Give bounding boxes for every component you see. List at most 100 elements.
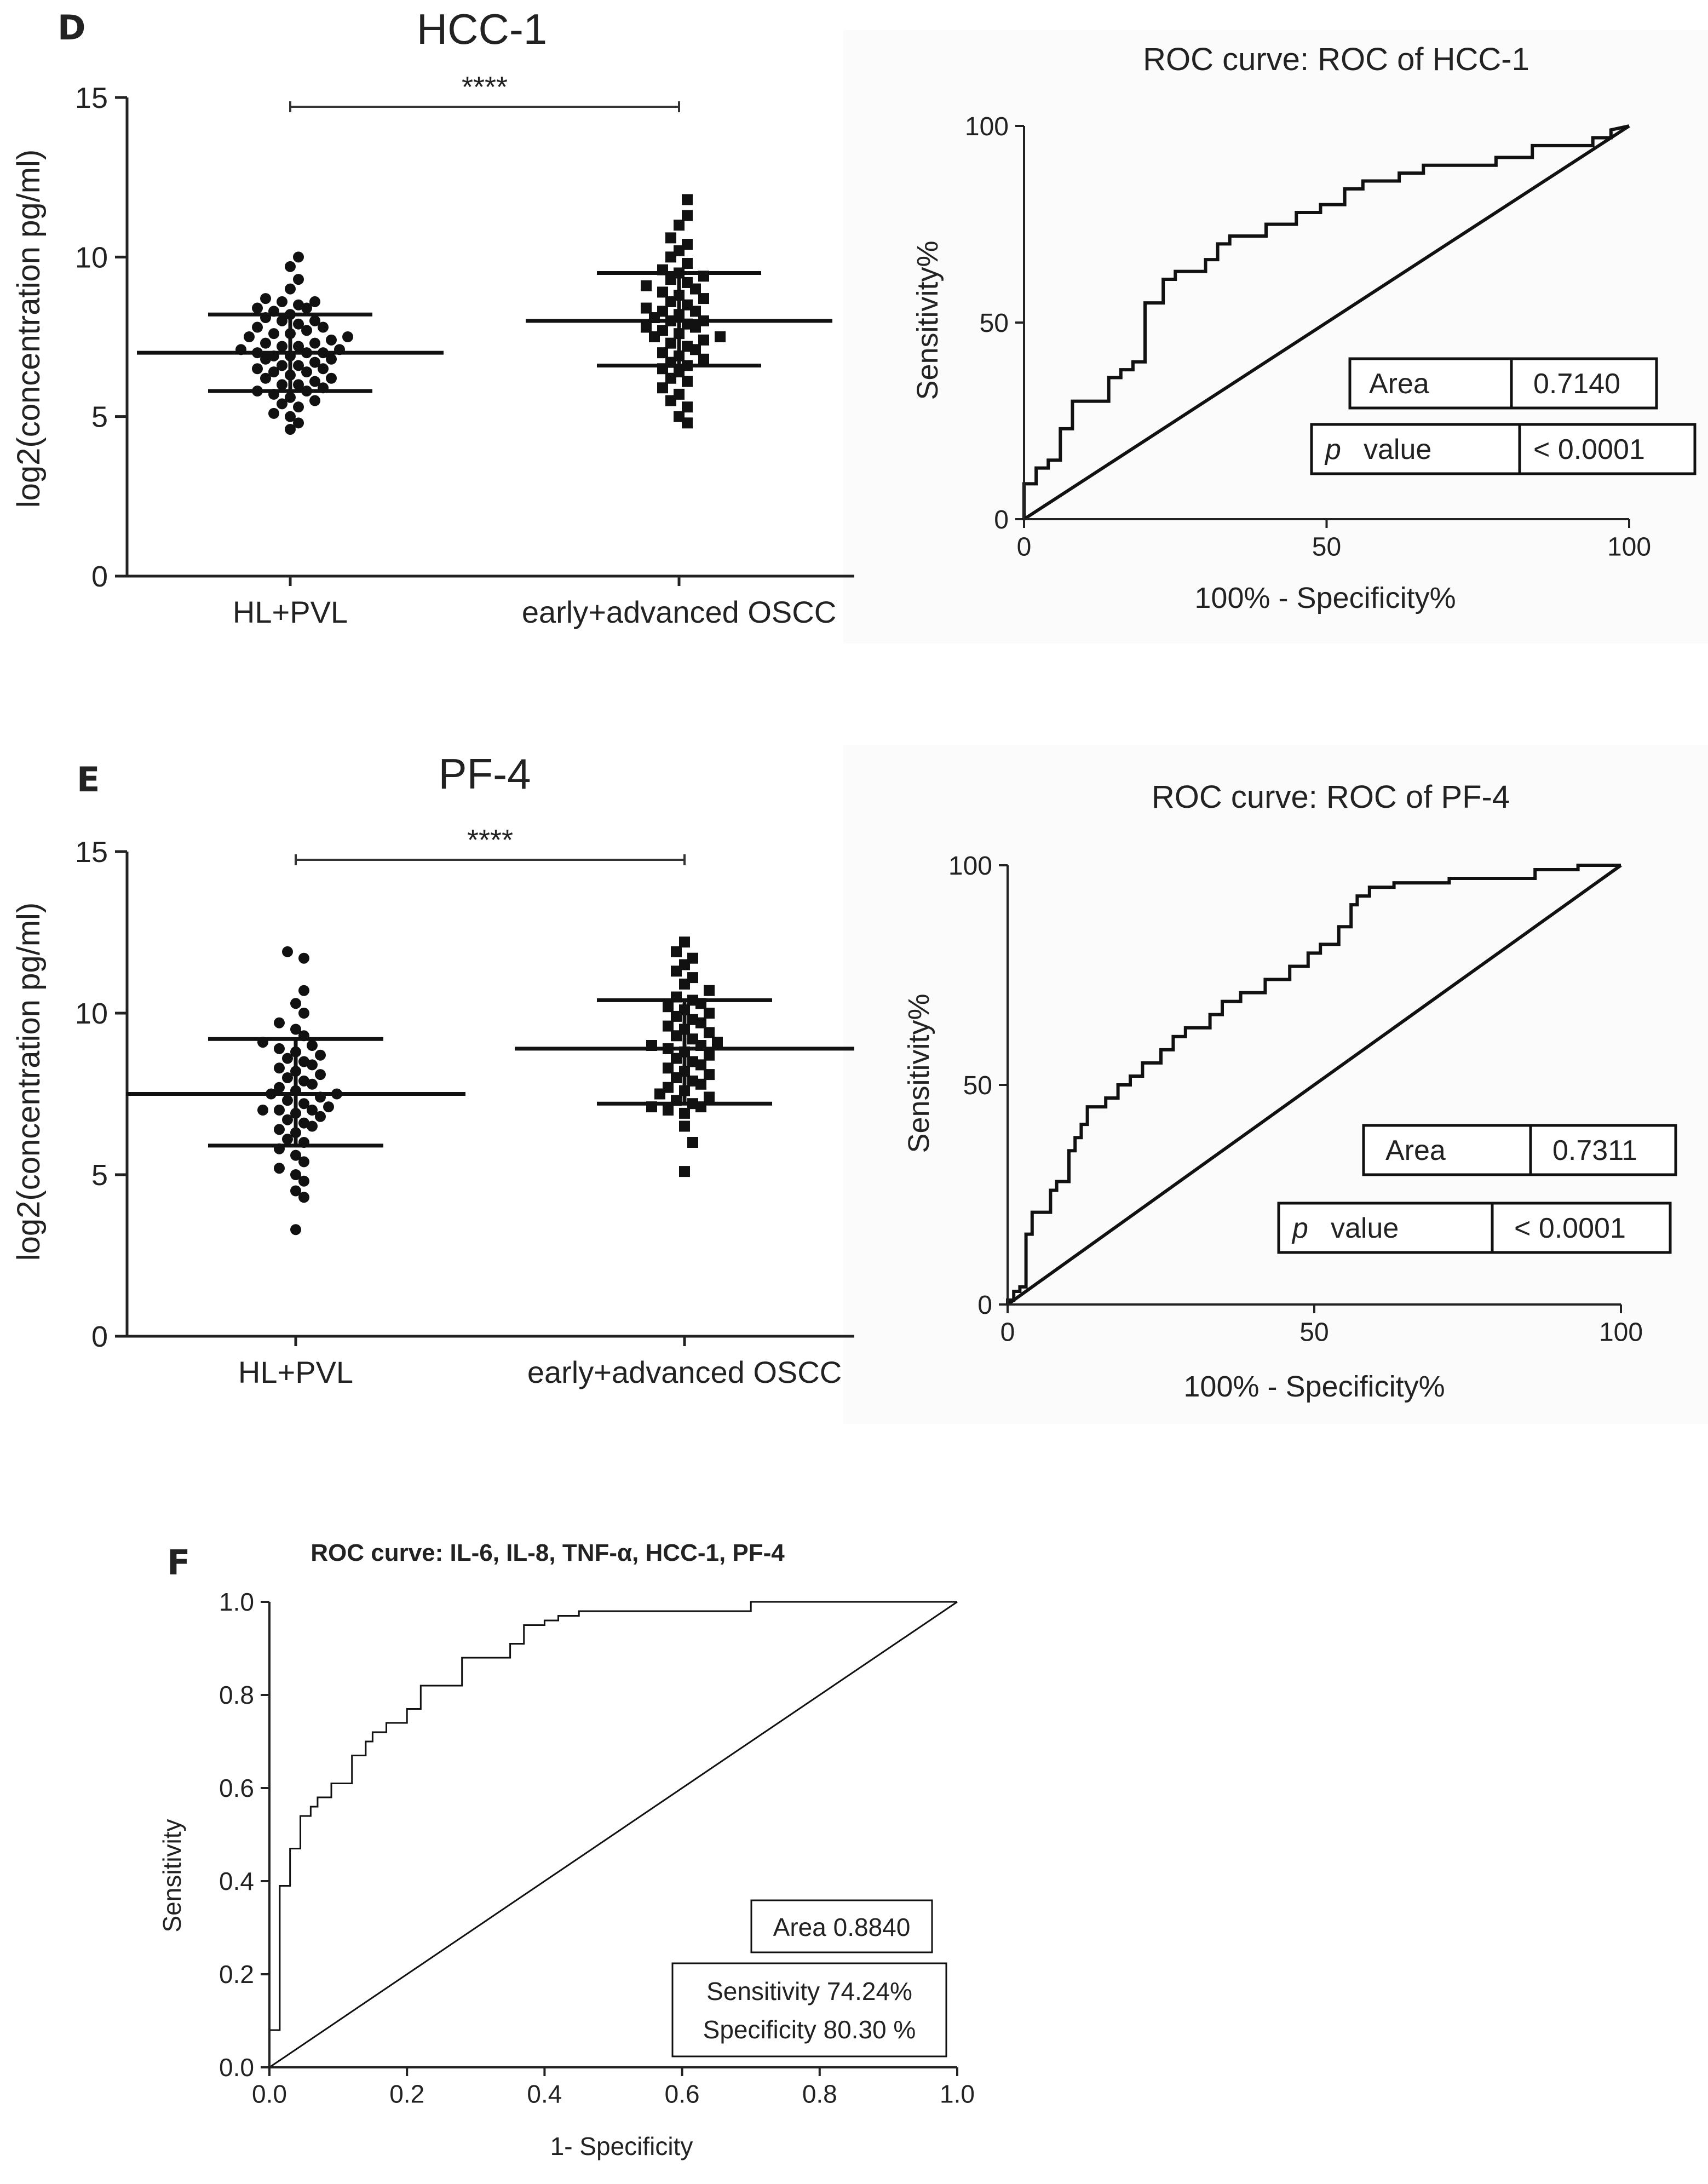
e-scatter-point <box>298 1156 309 1168</box>
e-scatter-point <box>712 1037 723 1048</box>
e-scatter-point <box>274 1017 285 1028</box>
e-scatter-point <box>282 1053 293 1064</box>
panel-e-area-box <box>1362 1124 1677 1176</box>
panel-e-y-axis-label: log2(concentration pg/ml) <box>11 903 47 1261</box>
f-roc-y-tick-label: 0.8 <box>219 1681 254 1709</box>
e-scatter-point <box>274 1082 285 1093</box>
f-roc-y-tick-label: 1.0 <box>219 1588 254 1616</box>
d-scatter-point <box>682 210 693 221</box>
e-scatter-point <box>290 1185 301 1197</box>
d-roc-y-tick-label: 50 <box>980 309 1009 338</box>
e-scatter-point <box>679 1166 690 1177</box>
d-scatter-point <box>293 318 304 330</box>
d-scatter-point <box>293 251 304 263</box>
panel-f-area-box <box>750 1899 933 1953</box>
e-scatter-point <box>663 1062 674 1074</box>
d-scatter-point <box>285 283 296 295</box>
panel-e-roc-diagonal <box>1007 864 1622 1306</box>
e-scatter-point <box>298 1008 309 1019</box>
panel-e-roc: ROC curve: ROC of PF-4 Sensitivity% 100%… <box>902 779 1677 1403</box>
panel-d-roc-curve <box>1022 124 1630 519</box>
d-scatter-point <box>657 382 668 394</box>
e-scatter-point <box>663 1001 674 1013</box>
f-roc-x-tick-label: 0.0 <box>252 2079 287 2108</box>
d-scatter-point <box>309 315 320 326</box>
e-scatter-point <box>704 1049 715 1061</box>
panel-d-roc-diagonal <box>1023 124 1630 521</box>
e-scatter-point <box>282 946 293 957</box>
panel-f-specificity: Specificity 80.30 % <box>703 2015 916 2044</box>
d-scatter-point <box>277 315 287 326</box>
panel-e-roc-x-label: 100% - Specificity% <box>1183 1370 1445 1403</box>
panel-d-p-value: < 0.0001 <box>1533 434 1645 465</box>
d-scatter-point <box>318 321 329 333</box>
panel-f-x-ticks: 0.0 0.2 0.4 0.6 0.8 1.0 <box>252 2067 975 2108</box>
e-scatter-point <box>315 1111 326 1122</box>
e-roc-x-tick-label: 0 <box>1000 1318 1015 1347</box>
panel-d-p-italic: p <box>1324 434 1341 465</box>
d-scatter-point <box>326 372 337 384</box>
panel-f-roc: F ROC curve: IL-6, IL-8, TNF-α, HCC-1, P… <box>158 1539 975 2160</box>
panel-e-p-box <box>1277 1202 1672 1254</box>
d-scatter-point <box>641 302 652 314</box>
e-scatter-point <box>298 1056 309 1067</box>
d-scatter-point <box>277 296 287 307</box>
e-scatter-point <box>679 1107 690 1119</box>
d-scatter-point <box>326 334 337 346</box>
d-scatter-point <box>309 395 320 406</box>
e-scatter-point <box>315 1069 326 1080</box>
panel-e-roc-x-ticks: 0 50 100 <box>1000 1304 1643 1347</box>
e-scatter-point <box>257 1105 268 1116</box>
d-scatter-point <box>301 366 312 378</box>
e-scatter-point <box>290 1224 301 1235</box>
e-scatter-point <box>282 1072 293 1083</box>
e-scatter-point <box>704 985 715 996</box>
d-scatter-point <box>698 353 709 365</box>
d-scatter-point <box>657 325 668 336</box>
panel-f-roc-curve <box>268 1601 957 2067</box>
d-roc-y-tick-label: 100 <box>965 112 1009 141</box>
f-roc-x-tick-label: 1.0 <box>940 2079 975 2108</box>
d-scatter-point <box>682 239 693 250</box>
panel-e-x-categories: HL+PVL early+advanced OSCC <box>238 1336 842 1389</box>
d-scatter-point <box>665 337 676 349</box>
panel-letter-f: F <box>167 1543 190 1583</box>
d-scatter-point <box>268 366 279 378</box>
e-scatter-point <box>274 1163 285 1174</box>
panel-e-roc-title: ROC curve: ROC of PF-4 <box>1152 779 1510 815</box>
panel-f-sensitivity: Sensitivity 74.24% <box>706 1977 912 2005</box>
e-scatter-point <box>687 952 698 964</box>
e-roc-y-tick-label: 50 <box>963 1071 992 1100</box>
d-scatter-x-category-label: early+advanced OSCC <box>522 595 836 629</box>
d-scatter-point <box>252 363 263 375</box>
f-roc-x-tick-label: 0.2 <box>389 2079 424 2108</box>
panel-d-x-categories: HL+PVL early+advanced OSCC <box>233 576 836 629</box>
e-scatter-point <box>687 1033 698 1045</box>
e-scatter-point <box>315 1049 326 1061</box>
panel-d-roc-x-ticks: 0 50 100 <box>1017 519 1651 561</box>
d-roc-y-tick-label: 0 <box>994 505 1009 534</box>
e-scatter-point <box>307 1059 318 1071</box>
panel-d-area-value: 0.7140 <box>1533 368 1620 400</box>
panel-f-title: ROC curve: IL-6, IL-8, TNF-α, HCC-1, PF-… <box>310 1539 785 1566</box>
panel-d-scatter: D HCC-1 log2(concentration pg/ml) 0 5 10 15… <box>11 5 854 629</box>
d-scatter-point <box>260 372 271 384</box>
d-scatter-point <box>657 306 668 317</box>
panel-letter-e: E <box>77 760 100 800</box>
d-scatter-point <box>285 261 296 272</box>
e-scatter-point <box>298 1192 309 1203</box>
panel-d-roc-x-label: 100% - Specificity% <box>1194 582 1456 614</box>
e-scatter-point <box>290 1024 301 1035</box>
d-scatter-point <box>641 321 652 333</box>
panel-f-y-label: Sensitivity <box>158 1819 186 1932</box>
e-scatter-y-tick-label: 0 <box>91 1320 108 1353</box>
d-scatter-point <box>285 411 296 422</box>
d-scatter-point <box>301 302 312 314</box>
e-scatter-point <box>307 1105 318 1116</box>
panel-f-y-ticks: 0.0 0.2 0.4 0.6 0.8 1.0 <box>219 1588 269 2082</box>
panel-d-points <box>235 194 726 435</box>
d-scatter-point <box>682 277 693 288</box>
panel-d-significance: **** <box>462 71 508 104</box>
panel-d-p-label: value <box>1364 434 1431 465</box>
